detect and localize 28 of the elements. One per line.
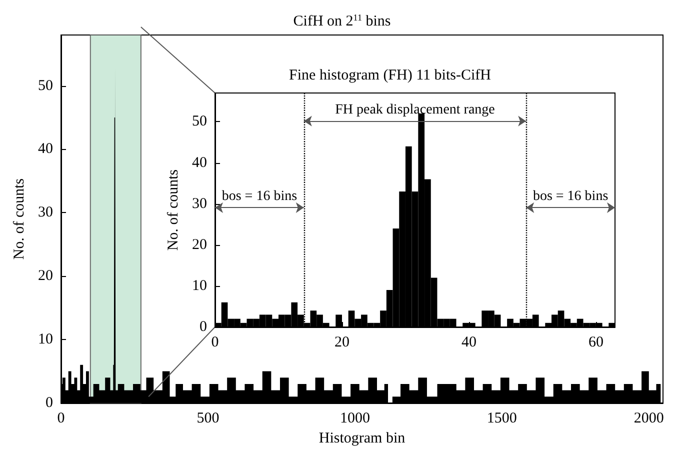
x-tick-label: 60 bbox=[588, 334, 604, 350]
y-axis-title: No. of counts bbox=[12, 178, 28, 260]
annotation: bos = 16 bins bbox=[532, 189, 608, 204]
y-tick-label: 0 bbox=[46, 395, 53, 411]
y-tick-label: 20 bbox=[192, 236, 207, 253]
y-tick-label: 10 bbox=[38, 332, 53, 348]
y-tick-label: 20 bbox=[38, 268, 53, 284]
x-tick-label: 1000 bbox=[340, 410, 370, 426]
x-tick-label: 500 bbox=[196, 410, 220, 426]
y-tick-label: 0 bbox=[200, 319, 207, 335]
y-tick-label: 10 bbox=[192, 278, 207, 294]
annotation: FH peak displacement range bbox=[335, 102, 495, 118]
x-tick-label: 0 bbox=[211, 334, 219, 350]
y-tick-label: 40 bbox=[192, 154, 207, 171]
y-tick-label: 50 bbox=[38, 78, 53, 94]
y-tick-label: 50 bbox=[192, 114, 207, 130]
y-tick-label: 30 bbox=[38, 204, 53, 221]
x-tick-label: 2000 bbox=[634, 410, 664, 426]
annotation: bos = 16 bins bbox=[222, 189, 298, 204]
x-axis-title: Histogram bin bbox=[318, 430, 406, 446]
x-tick-label: 0 bbox=[57, 410, 65, 426]
x-tick-label: 20 bbox=[334, 334, 350, 350]
y-tick-label: 40 bbox=[38, 141, 53, 158]
chart-title: Fine histogram (FH) 11 bits-CifH bbox=[289, 68, 492, 84]
y-axis-title: No. of counts bbox=[166, 169, 182, 251]
x-tick-label: 1500 bbox=[486, 410, 517, 426]
y-tick-label: 30 bbox=[192, 196, 207, 212]
x-tick-label: 40 bbox=[461, 334, 476, 350]
